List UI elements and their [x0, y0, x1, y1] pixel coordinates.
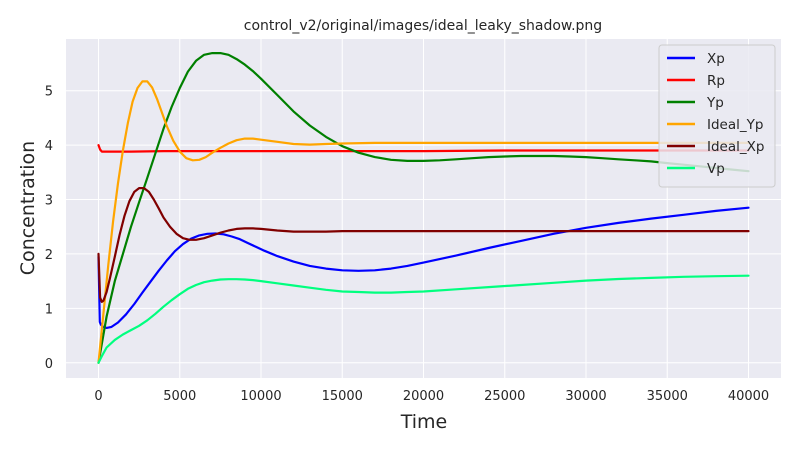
y-tick-label: 0: [45, 357, 53, 372]
series-line-xp: [97, 206, 750, 329]
legend: Xp Rp Yp Ideal_Yp Ideal_Xp Vp: [658, 44, 776, 188]
y-tick-label: 5: [45, 85, 53, 100]
x-tick-labels: 0 5000 10000 15000 20000 25000 30000 35000 40000: [94, 389, 769, 404]
x-tick-label: 10000: [240, 389, 281, 404]
series-line-ideal-xp: [97, 187, 750, 303]
y-tick-labels: 0 1 2 3 4 5: [45, 85, 53, 372]
series-line-ideal-yp: [97, 80, 750, 364]
x-tick-label: 0: [94, 389, 102, 404]
x-tick-label: 35000: [647, 389, 688, 404]
series-line-rp: [97, 144, 750, 153]
series-lines: [97, 51, 750, 364]
y-axis-label: Concentration: [17, 141, 39, 275]
x-tick-label: 30000: [565, 389, 606, 404]
series-line-vp: [97, 274, 750, 364]
y-tick-label: 4: [45, 139, 53, 154]
x-tick-label: 15000: [322, 389, 363, 404]
legend-label: Yp: [706, 95, 724, 111]
x-axis-label: Time: [400, 411, 448, 433]
y-tick-label: 1: [45, 302, 53, 317]
x-tick-label: 25000: [484, 389, 525, 404]
x-tick-label: 40000: [728, 389, 769, 404]
y-tick-label: 2: [45, 248, 53, 263]
legend-label: Rp: [707, 73, 725, 89]
chart-title: control_v2/original/images/ideal_leaky_s…: [244, 18, 602, 34]
legend-label: Xp: [707, 51, 725, 67]
legend-label: Vp: [707, 161, 725, 177]
legend-label: Ideal_Yp: [707, 117, 763, 133]
legend-label: Ideal_Xp: [707, 139, 764, 155]
x-tick-label: 20000: [403, 389, 444, 404]
x-tick-label: 5000: [163, 389, 196, 404]
y-tick-label: 3: [45, 194, 53, 209]
